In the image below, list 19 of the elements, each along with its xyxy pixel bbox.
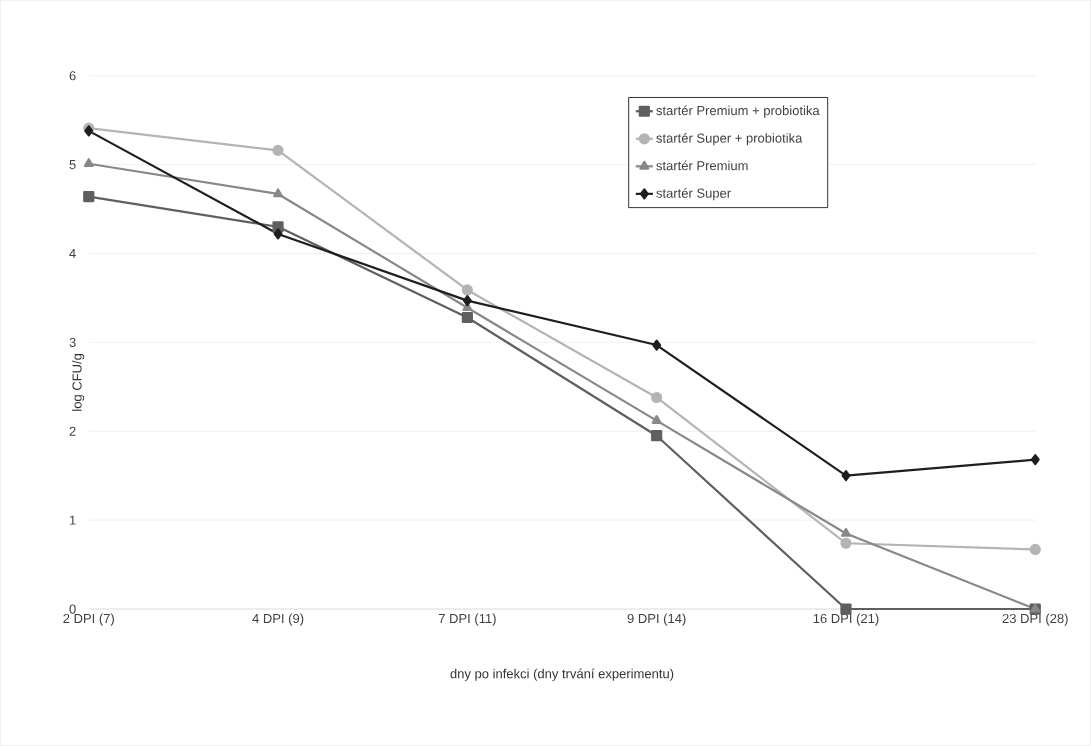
x-tick-label: 23 DPI (28) (1002, 613, 1068, 626)
y-tick-label: 6 (69, 71, 76, 81)
x-axis-title: dny po infekci (dny trvání experimentu) (450, 668, 674, 681)
legend-label: startér Premium (656, 160, 748, 171)
legend-label: startér Super (656, 188, 731, 201)
y-tick-label: 4 (69, 249, 76, 259)
legend-label: startér Premium + probiotika (656, 105, 820, 118)
legend-label: startér Super + probiotika (656, 133, 803, 146)
y-tick-label: 3 (69, 337, 76, 348)
x-tick-label: 16 DPI (21) (813, 613, 879, 626)
x-tick-label: 2 DPI (7) (63, 613, 114, 626)
x-tick-label: 4 DPI (9) (252, 613, 304, 626)
y-tick-label: 1 (69, 515, 76, 525)
y-tick-label: 2 (69, 426, 76, 436)
x-tick-label: 7 DPI (11) (438, 613, 496, 626)
y-axis-title: log CFU/g (72, 354, 85, 411)
y-tick-label: 0 (69, 604, 76, 614)
x-tick-label: 9 DPI (14) (627, 613, 686, 626)
y-tick-label: 5 (69, 160, 76, 170)
